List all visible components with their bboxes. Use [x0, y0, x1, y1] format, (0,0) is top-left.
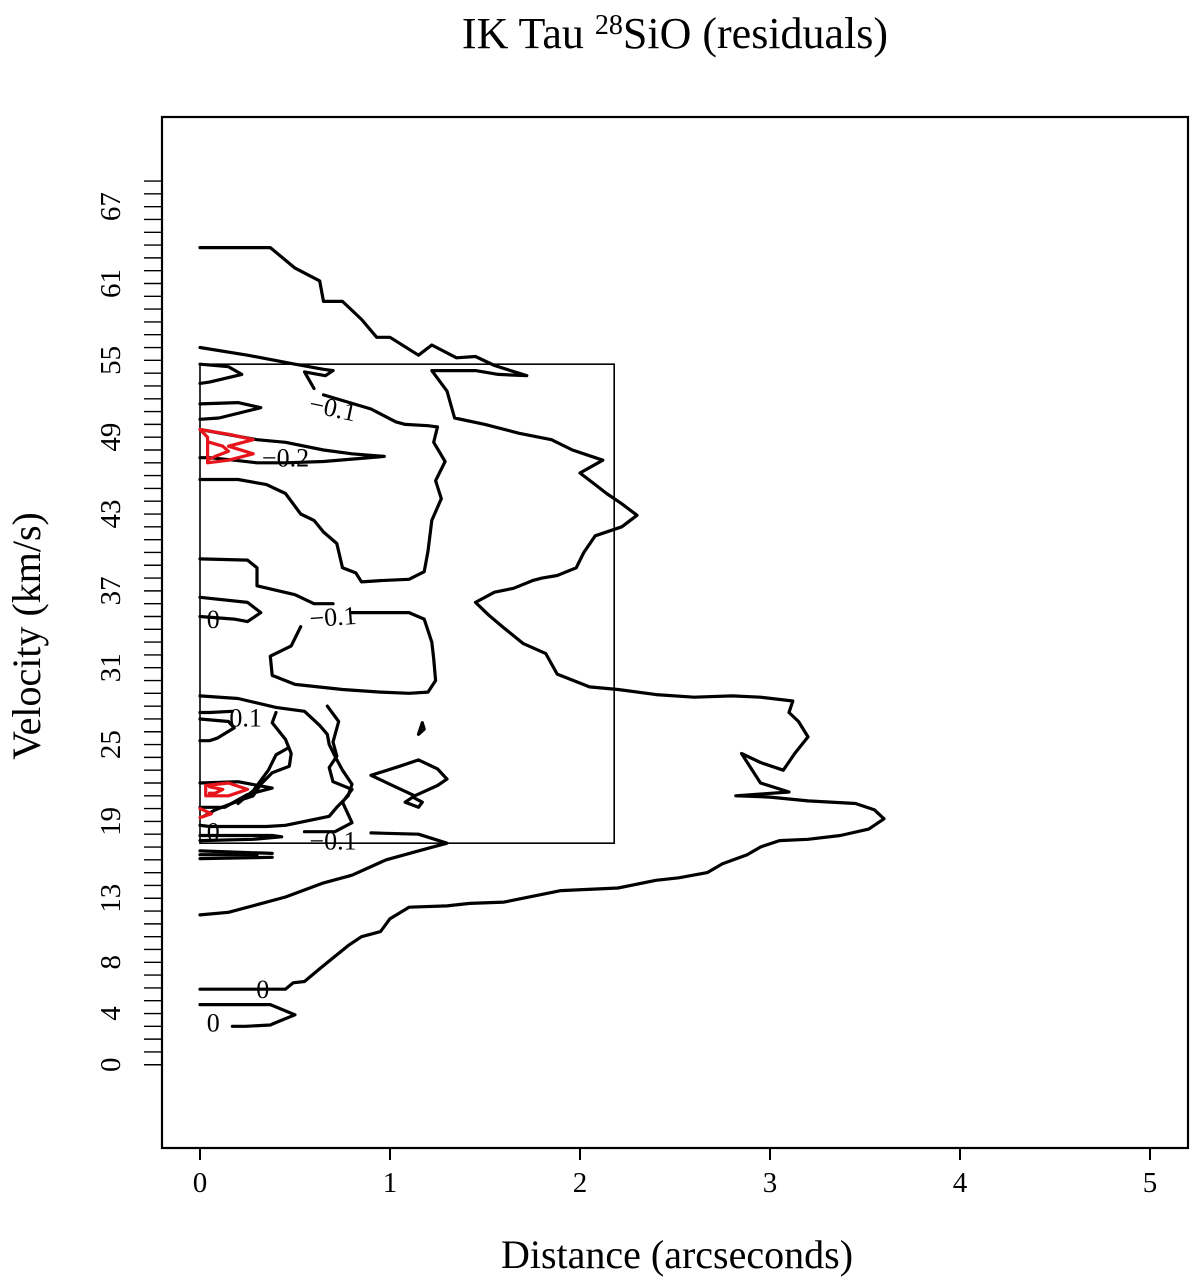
region-box	[199, 363, 616, 844]
y-tick-label-12: 67	[95, 192, 127, 221]
y-tick-label-8: 43	[95, 500, 127, 529]
contour-label-8: 0	[207, 1008, 220, 1037]
x-tick-label-3: 3	[763, 1167, 778, 1199]
y-tick-label-9: 49	[95, 423, 127, 452]
contour-line-24	[416, 721, 426, 736]
contour-line-17	[198, 780, 274, 809]
contour-line-12	[268, 610, 438, 695]
y-axis: 0 4 8 13 19 25 31 37 43 49 55 61 67	[95, 180, 162, 1073]
y-tick-label-7: 37	[95, 576, 127, 605]
contour-line-16	[198, 717, 236, 743]
contour-label-1: −0.1	[307, 389, 359, 427]
x-tick-label-5: 5	[1143, 1167, 1158, 1199]
y-tick-label-2: 8	[95, 955, 127, 970]
contour-line-13	[198, 694, 354, 829]
contour-line-5	[198, 401, 263, 421]
contour-line-11	[198, 595, 263, 624]
y-tick-label-11: 61	[95, 269, 127, 298]
x-axis: 0 1 2 3 4 5	[193, 1148, 1158, 1199]
chart-title: IK Tau 28SiO (residuals)	[462, 9, 888, 58]
contour-line-14	[198, 709, 234, 715]
contour-label-4: 0.1	[229, 704, 262, 733]
x-tick-label-4: 4	[953, 1167, 968, 1199]
x-tick-label-0: 0	[193, 1167, 208, 1199]
contour-label-2: −0.2	[262, 444, 309, 473]
region-box-layer	[199, 363, 616, 844]
contour-line-21	[236, 746, 289, 806]
contour-line-8	[198, 427, 255, 465]
contour-line-2	[198, 345, 335, 373]
y-axis-label: Velocity (km/s)	[4, 512, 49, 760]
contour-label-7: 0	[256, 975, 269, 1004]
y-tick-label-6: 31	[95, 653, 127, 682]
contour-line-25	[369, 758, 449, 798]
contour-label-5: 0	[207, 818, 220, 847]
contour-line-3	[302, 369, 335, 391]
contour-line-20	[198, 806, 213, 820]
contour-label-layer: 0 −0.1 −0.2 −0.1 0.1 0 −0.1 0 0	[207, 389, 359, 1037]
y-tick-label-1: 4	[95, 1006, 127, 1021]
contour-line-4	[198, 362, 244, 385]
y-tick-label-0: 0	[95, 1058, 127, 1073]
contour-line-28	[198, 849, 274, 856]
x-tick-label-1: 1	[383, 1167, 398, 1199]
contour-layer	[198, 246, 886, 1028]
contour-line-1	[198, 1002, 297, 1028]
contour-line-10	[198, 557, 335, 606]
contour-line-19	[207, 785, 225, 795]
contour-line-27	[198, 833, 284, 843]
y-tick-label-5: 25	[95, 730, 127, 759]
y-tick-label-4: 19	[95, 807, 127, 836]
plot-frame	[160, 115, 1190, 1150]
contour-line-23	[198, 831, 449, 917]
x-axis-label: Distance (arcseconds)	[501, 1232, 853, 1277]
contour-line-26	[403, 795, 424, 809]
y-tick-label-10: 55	[95, 346, 127, 375]
contour-line-30	[198, 855, 274, 861]
contour-line-6	[198, 393, 447, 584]
y-tick-label-3: 13	[95, 884, 127, 913]
contour-line-0	[198, 246, 886, 991]
x-tick-label-2: 2	[573, 1167, 588, 1199]
contour-line-22	[302, 704, 354, 834]
contour-line-9	[207, 440, 231, 461]
contour-label-3: −0.1	[308, 601, 357, 633]
contour-line-18	[204, 781, 250, 798]
contour-label-0: 0	[207, 605, 220, 634]
contour-label-6: −0.1	[309, 827, 356, 856]
